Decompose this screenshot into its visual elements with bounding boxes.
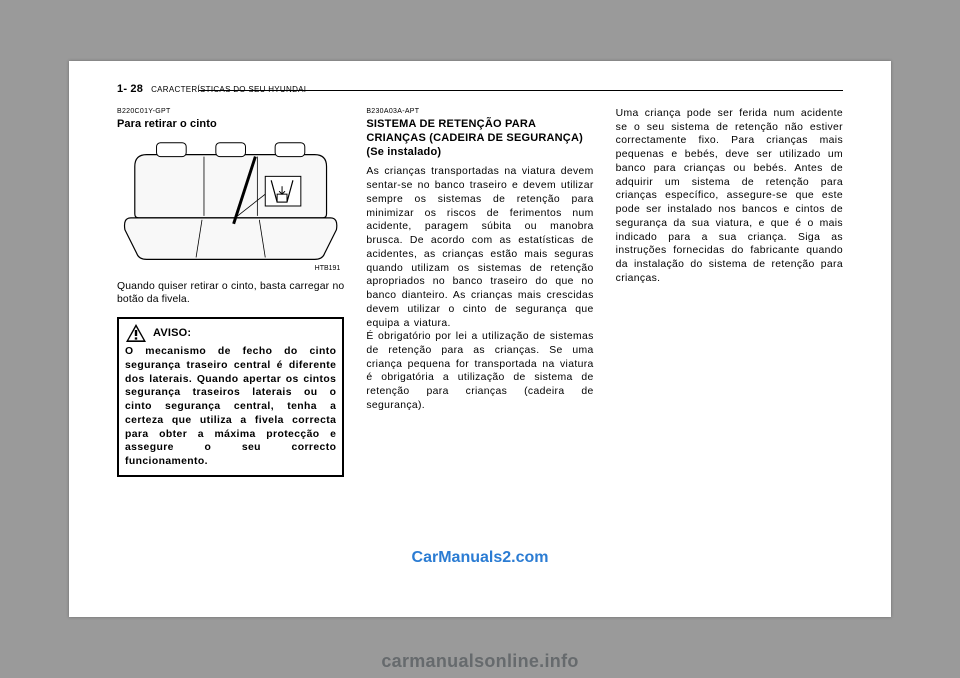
seat-belt-illustration: HTB191 (117, 136, 344, 276)
manual-page: 1- 28 CARACTERÍSTICAS DO SEU HYUNDAI B22… (69, 61, 891, 617)
warning-box: AVISO: O mecanismo de fecho do cinto seg… (117, 317, 344, 477)
section-heading-1: Para retirar o cinto (117, 117, 344, 132)
section-heading-2: SISTEMA DE RETENÇÃO PARA CRIANÇAS (CADEI… (366, 117, 593, 159)
header-title: CARACTERÍSTICAS DO SEU HYUNDAI (151, 85, 306, 94)
canvas: 1- 28 CARACTERÍSTICAS DO SEU HYUNDAI B22… (0, 0, 960, 678)
page-number: 1- 28 (117, 83, 143, 95)
caption-text: Quando quiser retirar o cinto, basta car… (117, 280, 344, 307)
column-2: B230A03A-APT SISTEMA DE RETENÇÃO PARA CR… (366, 107, 593, 557)
content-columns: B220C01Y-GPT Para retirar o cinto (117, 107, 843, 557)
body-text-2: As crianças transportadas na viatura dev… (366, 165, 593, 412)
column-1: B220C01Y-GPT Para retirar o cinto (117, 107, 344, 557)
page-header: 1- 28 CARACTERÍSTICAS DO SEU HYUNDAI (117, 83, 843, 95)
warning-header: AVISO: (125, 323, 336, 343)
body-text-3: Uma criança pode ser ferida num acidente… (616, 107, 843, 286)
section-code-2: B230A03A-APT (366, 107, 593, 116)
watermark-carmanuals2: CarManuals2.com (412, 549, 549, 567)
column-3: Uma criança pode ser ferida num acidente… (616, 107, 843, 557)
warning-text: O mecanismo de fecho do cinto segurança … (125, 345, 336, 469)
illustration-code: HTB191 (315, 264, 341, 273)
warning-triangle-icon (125, 323, 147, 343)
header-rule (199, 90, 843, 91)
seat-illustration-svg (117, 136, 344, 276)
section-code-1: B220C01Y-GPT (117, 107, 344, 116)
warning-label: AVISO: (153, 326, 191, 341)
watermark-carmanualsonline: carmanualsonline.info (381, 651, 578, 672)
